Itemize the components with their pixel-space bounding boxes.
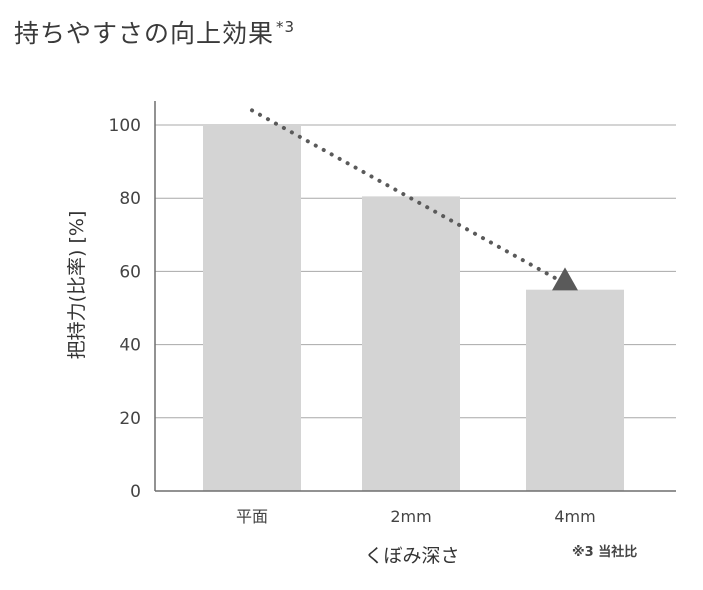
axes bbox=[154, 101, 676, 492]
bar-1 bbox=[203, 125, 301, 491]
footnote: ※3 当社比 bbox=[572, 544, 637, 560]
x-axis-title: くぼみ深さ bbox=[364, 545, 459, 567]
y-tick-label: 40 bbox=[119, 336, 141, 356]
bar-3 bbox=[526, 289, 624, 491]
x-category-label: 4mm bbox=[554, 507, 595, 526]
y-tick-label: 0 bbox=[130, 482, 141, 502]
y-axis-title: 把持力(比率) [%] bbox=[66, 211, 88, 360]
chart-title-text: 持ちやすさの向上効果 bbox=[14, 19, 275, 48]
y-tick-label: 100 bbox=[109, 116, 141, 136]
x-category-labels: 平面 2mm 4mm bbox=[236, 507, 596, 526]
x-category-label: 平面 bbox=[236, 507, 268, 526]
bar-2 bbox=[362, 196, 460, 491]
bars bbox=[203, 125, 624, 491]
x-category-label: 2mm bbox=[390, 507, 431, 526]
chart-title: 持ちやすさの向上効果 *3 bbox=[14, 14, 295, 50]
trend-arrow bbox=[250, 108, 578, 291]
y-tick-labels: 0 20 40 60 80 100 bbox=[109, 116, 141, 502]
y-tick-label: 20 bbox=[119, 409, 141, 429]
y-tick-label: 60 bbox=[119, 262, 141, 282]
trend-arrowhead bbox=[552, 267, 578, 291]
footnote-marker: *3 bbox=[276, 18, 296, 36]
y-tick-label: 80 bbox=[119, 189, 141, 209]
